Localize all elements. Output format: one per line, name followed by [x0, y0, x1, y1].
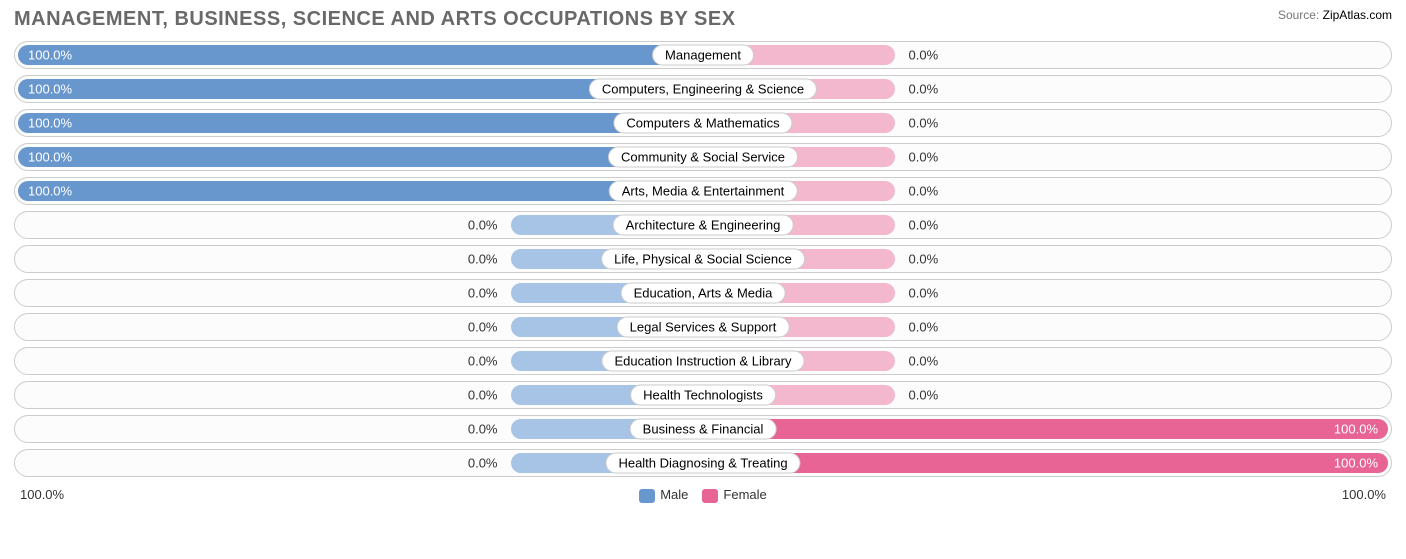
male-swatch-icon: [639, 489, 655, 503]
female-pct-label: 0.0%: [909, 320, 939, 335]
male-pct-label: 0.0%: [468, 388, 498, 403]
male-pct-label: 0.0%: [468, 354, 498, 369]
chart-container: MANAGEMENT, BUSINESS, SCIENCE AND ARTS O…: [0, 0, 1406, 559]
chart-row: 100.0% 0.0% Computers & Mathematics: [14, 109, 1392, 137]
category-label: Arts, Media & Entertainment: [609, 181, 798, 202]
category-label: Business & Financial: [630, 419, 777, 440]
female-pct-label: 0.0%: [909, 354, 939, 369]
male-pct-label: 0.0%: [468, 218, 498, 233]
chart-row: 0.0% 0.0% Education, Arts & Media: [14, 279, 1392, 307]
male-bar: [18, 181, 703, 201]
category-label: Computers, Engineering & Science: [589, 79, 817, 100]
female-pct-label: 0.0%: [909, 218, 939, 233]
chart-header: MANAGEMENT, BUSINESS, SCIENCE AND ARTS O…: [14, 8, 1392, 31]
chart-row: 0.0% 0.0% Life, Physical & Social Science: [14, 245, 1392, 273]
category-label: Computers & Mathematics: [613, 113, 792, 134]
female-bar: [703, 453, 1388, 473]
chart-row: 0.0% 0.0% Legal Services & Support: [14, 313, 1392, 341]
chart-row: 0.0% 0.0% Education Instruction & Library: [14, 347, 1392, 375]
category-label: Life, Physical & Social Science: [601, 249, 805, 270]
chart-footer: 100.0% Male Female 100.0%: [14, 483, 1392, 503]
chart-row: 0.0% 0.0% Architecture & Engineering: [14, 211, 1392, 239]
male-pct-label: 0.0%: [468, 252, 498, 267]
category-label: Education Instruction & Library: [601, 351, 804, 372]
male-pct-label: 100.0%: [28, 150, 72, 165]
male-bar: [18, 147, 703, 167]
female-pct-label: 0.0%: [909, 48, 939, 63]
legend-male-label: Male: [660, 487, 688, 502]
female-pct-label: 0.0%: [909, 116, 939, 131]
chart-row: 0.0% 100.0% Health Diagnosing & Treating: [14, 449, 1392, 477]
female-pct-label: 0.0%: [909, 286, 939, 301]
category-label: Management: [652, 45, 754, 66]
category-label: Legal Services & Support: [617, 317, 790, 338]
chart-row: 100.0% 0.0% Community & Social Service: [14, 143, 1392, 171]
legend-male: Male: [639, 487, 688, 503]
chart-row: 100.0% 0.0% Arts, Media & Entertainment: [14, 177, 1392, 205]
female-pct-label: 0.0%: [909, 388, 939, 403]
female-pct-label: 100.0%: [1334, 456, 1378, 471]
female-pct-label: 0.0%: [909, 82, 939, 97]
category-label: Architecture & Engineering: [613, 215, 794, 236]
male-pct-label: 0.0%: [468, 320, 498, 335]
legend-female: Female: [702, 487, 766, 503]
chart-source: Source: ZipAtlas.com: [1278, 8, 1392, 22]
chart-rows: 100.0% 0.0% Management 100.0% 0.0% Computers,…: [14, 41, 1392, 477]
legend-female-label: Female: [723, 487, 766, 502]
male-pct-label: 100.0%: [28, 48, 72, 63]
female-bar: [703, 419, 1388, 439]
male-bar: [18, 45, 703, 65]
chart-row: 100.0% 0.0% Computers, Engineering & Scien…: [14, 75, 1392, 103]
axis-right-label: 100.0%: [1342, 487, 1386, 502]
category-label: Community & Social Service: [608, 147, 798, 168]
male-pct-label: 100.0%: [28, 116, 72, 131]
category-label: Education, Arts & Media: [621, 283, 786, 304]
source-value: ZipAtlas.com: [1323, 8, 1392, 22]
chart-row: 0.0% 100.0% Business & Financial: [14, 415, 1392, 443]
axis-left-label: 100.0%: [20, 487, 64, 502]
chart-row: 0.0% 0.0% Health Technologists: [14, 381, 1392, 409]
male-pct-label: 0.0%: [468, 286, 498, 301]
male-pct-label: 100.0%: [28, 184, 72, 199]
chart-title: MANAGEMENT, BUSINESS, SCIENCE AND ARTS O…: [14, 8, 736, 31]
female-pct-label: 100.0%: [1334, 422, 1378, 437]
male-pct-label: 0.0%: [468, 422, 498, 437]
chart-legend: Male Female: [639, 487, 767, 503]
source-label: Source:: [1278, 8, 1319, 22]
male-pct-label: 0.0%: [468, 456, 498, 471]
female-swatch-icon: [702, 489, 718, 503]
category-label: Health Diagnosing & Treating: [605, 453, 800, 474]
chart-row: 100.0% 0.0% Management: [14, 41, 1392, 69]
category-label: Health Technologists: [630, 385, 776, 406]
male-pct-label: 100.0%: [28, 82, 72, 97]
male-bar: [18, 113, 703, 133]
female-pct-label: 0.0%: [909, 184, 939, 199]
female-pct-label: 0.0%: [909, 252, 939, 267]
female-pct-label: 0.0%: [909, 150, 939, 165]
